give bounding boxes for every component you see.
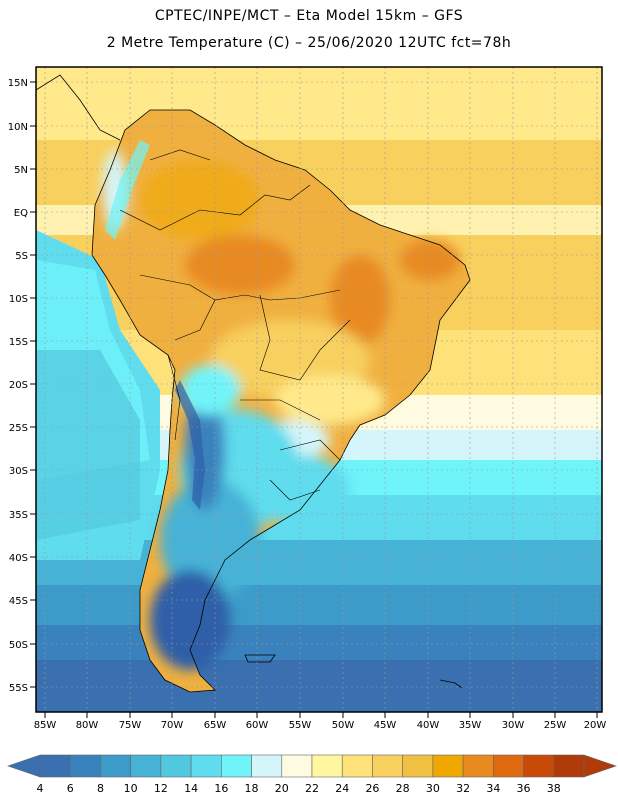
colorbar-swatch [341, 754, 373, 778]
lat-label: 20S [9, 380, 28, 391]
colorbar-label: 8 [96, 782, 104, 795]
lon-label: 65W [204, 720, 227, 731]
lon-label: 75W [119, 720, 142, 731]
colorbar-label: 22 [305, 782, 319, 795]
colorbar-label: 28 [395, 782, 410, 795]
colorbar-swatch [281, 754, 313, 778]
lat-label: 5S [15, 251, 28, 262]
map-title-line-2: 2 Metre Temperature (C) – 25/06/2020 12U… [106, 35, 512, 51]
colorbar-swatch [100, 754, 131, 778]
lon-label: 80W [76, 720, 99, 731]
colorbar-label: 16 [214, 782, 229, 795]
colorbar-label: 18 [244, 782, 259, 795]
colorbar-swatch [462, 754, 494, 778]
lat-label: 30S [9, 466, 28, 477]
colorbar-label: 12 [153, 782, 168, 795]
lat-label: 15N [8, 78, 28, 89]
temperature-field [36, 67, 602, 712]
lon-label: 55W [289, 720, 312, 731]
colorbar-swatch [190, 754, 222, 778]
colorbar-label: 26 [365, 782, 380, 795]
colorbar-label: 38 [546, 782, 561, 795]
lon-label: 20W [584, 720, 607, 731]
colorbar-label: 36 [516, 782, 531, 795]
lon-label: 50W [332, 720, 355, 731]
lat-label: 45S [9, 596, 28, 607]
colorbar-swatch [493, 754, 524, 778]
lat-label: 50S [9, 640, 28, 651]
colorbar [7, 754, 617, 778]
colorbar-swatch [372, 754, 403, 778]
lon-label: 60W [246, 720, 269, 731]
colorbar-label: 30 [425, 782, 440, 795]
lat-label: 5N [14, 165, 28, 176]
lat-label: 35S [9, 510, 28, 521]
lat-label: 10S [9, 294, 28, 305]
colorbar-label: 20 [274, 782, 289, 795]
colorbar-swatch [221, 754, 252, 778]
lon-label: 70W [161, 720, 184, 731]
colorbar-swatch [311, 754, 343, 778]
lon-label: 30W [502, 720, 525, 731]
colorbar-label: 4 [36, 782, 44, 795]
colorbar-swatch [39, 754, 71, 778]
colorbar-label: 34 [486, 782, 501, 795]
colorbar-swatch [130, 754, 162, 778]
lat-label: EQ [14, 208, 28, 219]
colorbar-swatch [402, 754, 434, 778]
colorbar-swatch [553, 754, 585, 778]
colorbar-label: 6 [66, 782, 74, 795]
coastline-icon [36, 74, 471, 693]
colorbar-swatch [523, 754, 555, 778]
axis-ticks [30, 81, 598, 718]
lon-label: 85W [34, 720, 57, 731]
colorbar-swatch [432, 754, 464, 778]
lon-label: 25W [544, 720, 567, 731]
colorbar-label: 24 [335, 782, 350, 795]
lat-label: 15S [9, 337, 28, 348]
latitude-labels: 15N 10N 5N EQ 5S 10S 15S 20S 25S 30S 35S… [8, 78, 28, 694]
map-title-line-1: CPTEC/INPE/MCT – Eta Model 15km – GFS [154, 8, 464, 24]
colorbar-arrow-right [583, 754, 617, 778]
lat-label: 25S [9, 423, 28, 434]
colorbar-label: 10 [123, 782, 138, 795]
colorbar-swatch [69, 754, 101, 778]
lat-label: 40S [9, 553, 28, 564]
map-frame [35, 66, 603, 713]
lon-label: 45W [374, 720, 397, 731]
colorbar-label: 14 [184, 782, 199, 795]
graticule [36, 67, 602, 712]
lon-label: 40W [417, 720, 440, 731]
longitude-labels: 85W 80W 75W 70W 65W 60W 55W 50W 45W 40W … [34, 720, 607, 731]
colorbar-swatch [160, 754, 192, 778]
lon-label: 35W [459, 720, 482, 731]
lat-label: 55S [9, 683, 28, 694]
colorbar-label: 32 [456, 782, 471, 795]
colorbar-swatch [251, 754, 283, 778]
colorbar-arrow-left [7, 754, 41, 778]
lat-label: 10N [8, 122, 28, 133]
